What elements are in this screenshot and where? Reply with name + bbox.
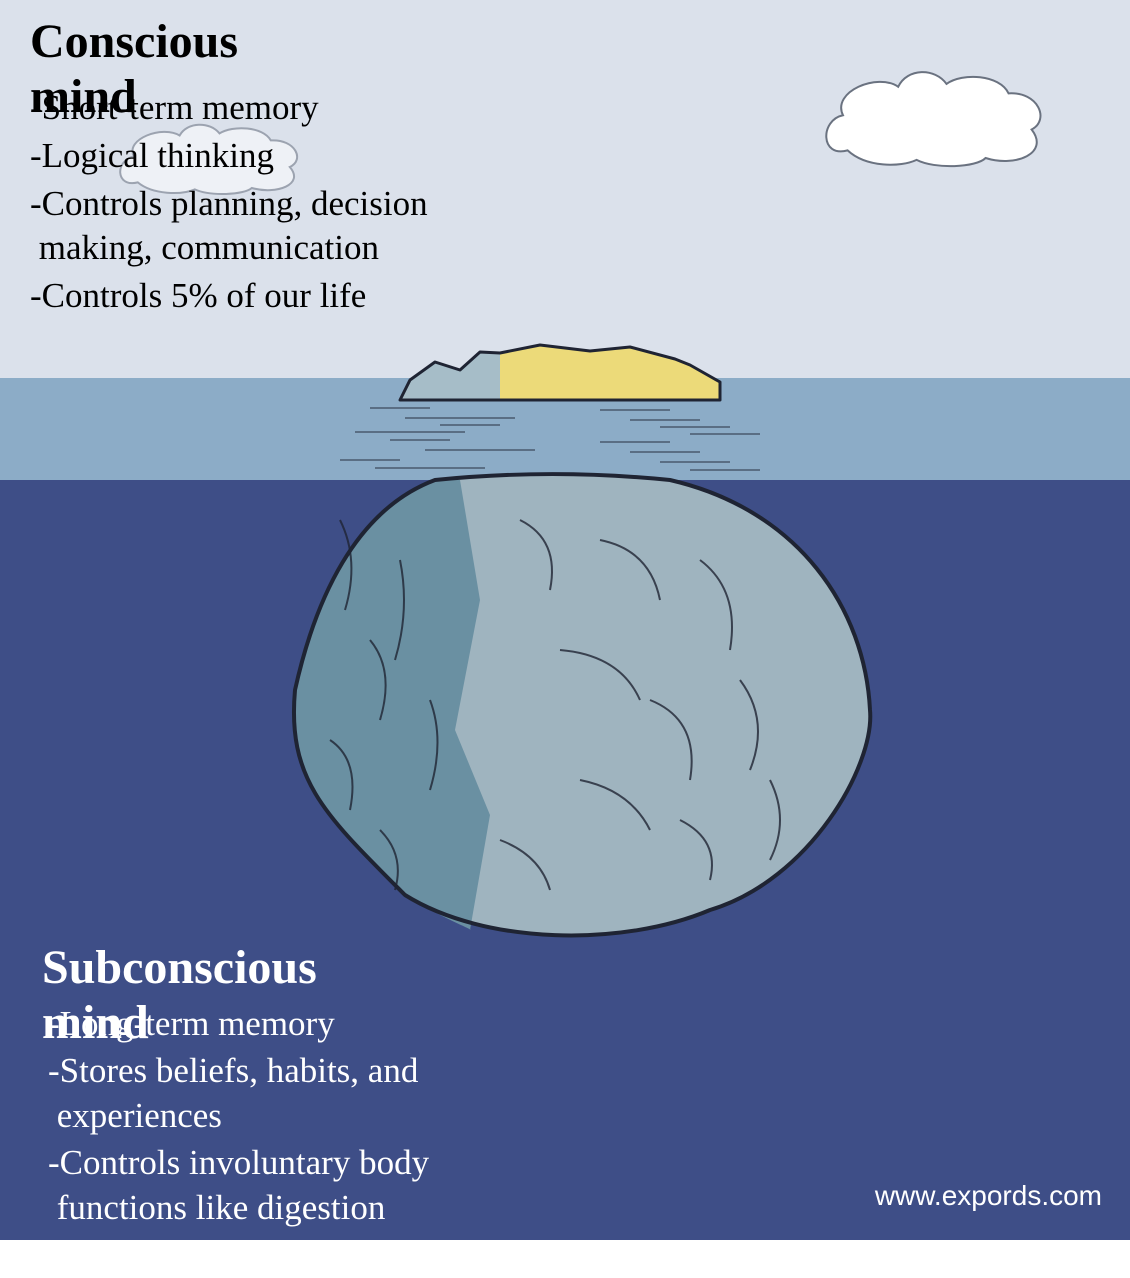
conscious-item: -Logical thinking [30,134,274,178]
conscious-item: -Controls planning, decision making, com… [30,182,428,270]
conscious-item: -Controls 5% of our life [30,274,366,318]
subconscious-item: -Long-term memory [48,1002,335,1047]
attribution-text: www.expords.com [875,1180,1102,1212]
subconscious-item: -Stores beliefs, habits, and experiences [48,1049,418,1139]
conscious-item: -Short-term memory [30,86,319,130]
cloud-icon [826,72,1040,166]
subconscious-item: -Controls involuntary body functions lik… [48,1141,429,1231]
